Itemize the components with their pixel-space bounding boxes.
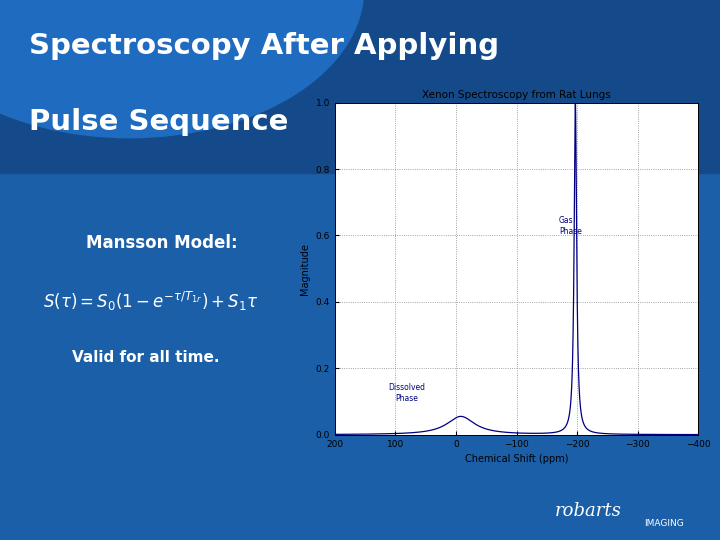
Text: Mansson Model:: Mansson Model: — [86, 234, 238, 252]
Text: Spectroscopy After Applying: Spectroscopy After Applying — [29, 32, 499, 60]
Text: Pulse Sequence: Pulse Sequence — [29, 107, 288, 136]
Text: IMAGING: IMAGING — [644, 519, 684, 529]
Y-axis label: Magnitude: Magnitude — [300, 242, 310, 295]
Text: $S(\tau) = S_0(1 - e^{-\tau/T_{1r}}) + S_1\tau$: $S(\tau) = S_0(1 - e^{-\tau/T_{1r}}) + S… — [43, 289, 258, 313]
X-axis label: Chemical Shift (ppm): Chemical Shift (ppm) — [465, 454, 568, 464]
Bar — [0, 0, 720, 173]
Text: Dissolved
Phase: Dissolved Phase — [388, 383, 425, 403]
Title: Xenon Spectroscopy from Rat Lungs: Xenon Spectroscopy from Rat Lungs — [422, 90, 611, 100]
Ellipse shape — [0, 0, 364, 138]
Text: Gas
Phase: Gas Phase — [559, 215, 582, 235]
Text: robarts: robarts — [554, 502, 621, 519]
Text: Valid for all time.: Valid for all time. — [72, 350, 220, 365]
